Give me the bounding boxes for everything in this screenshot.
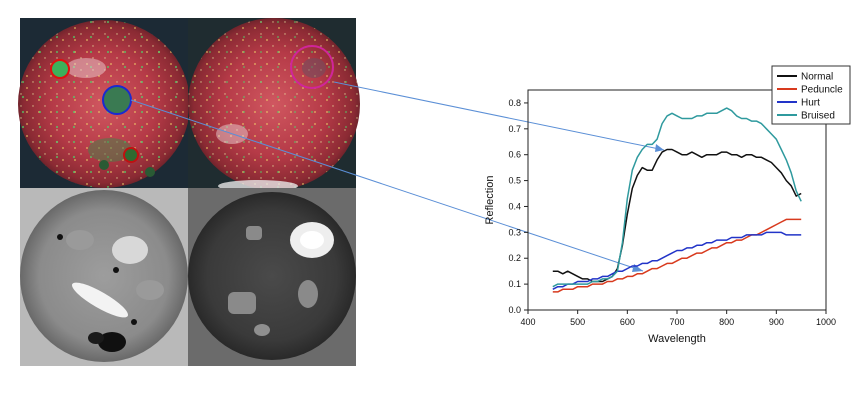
apple-rgb-normal-view (18, 18, 190, 188)
y-tick-label: 0.8 (508, 98, 521, 108)
series-line-normal (552, 148, 802, 283)
y-tick-label: 0.5 (508, 176, 521, 186)
series-line-hurt (552, 231, 802, 290)
apple-gray-normal-view (20, 188, 188, 366)
normal-region-marker (50, 59, 70, 79)
legend-label-bruised: Bruised (801, 111, 835, 122)
x-tick-label: 800 (719, 317, 734, 327)
peduncle-region-marker (123, 147, 139, 163)
y-tick-label: 0.3 (508, 227, 521, 237)
series-line-peduncle (552, 218, 802, 293)
legend-label-hurt: Hurt (801, 98, 820, 109)
y-tick-label: 0.4 (508, 201, 521, 211)
reflectance-chart: 400 500 600 700 800 900 1000 0.00.10.20.30.40.… (484, 65, 851, 345)
y-tick-label: 0.7 (508, 124, 521, 134)
chart-legend: Normal Peduncle Hurt Bruised (771, 65, 851, 125)
x-axis-title: Wavelength (648, 333, 706, 345)
pointer-bruised-to-curve (333, 81, 665, 151)
x-tick-label: 900 (769, 317, 784, 327)
x-tick-label: 600 (620, 317, 635, 327)
pointer-hurt-to-curve (130, 99, 644, 272)
apple-image-grid (18, 18, 360, 366)
pointer-arrowhead (655, 144, 664, 152)
x-tick-label: 400 (520, 317, 535, 327)
y-tick-label: 0.0 (508, 305, 521, 315)
x-axis-ticks: 400 500 600 700 800 900 1000 (520, 310, 836, 327)
x-tick-label: 700 (669, 317, 684, 327)
legend-label-peduncle: Peduncle (801, 85, 843, 96)
series-line-bruised (552, 107, 802, 288)
x-tick-label: 1000 (816, 317, 836, 327)
apple-gray-bruise-view (188, 188, 356, 366)
y-tick-label: 0.1 (508, 279, 521, 289)
bruised-region-marker (290, 45, 334, 89)
y-axis-ticks: 0.0 0.1 0.2 0.3 0.4 0.5 0.6 0.7 0.8 (508, 98, 528, 315)
x-tick-label: 500 (570, 317, 585, 327)
y-tick-label: 0.2 (508, 253, 521, 263)
legend-label-normal: Normal (801, 72, 833, 83)
apple-rgb-bruise-view (188, 18, 360, 192)
y-tick-label: 0.6 (508, 150, 521, 160)
y-axis-title: Reflection (484, 176, 496, 225)
hurt-region-marker (102, 85, 132, 115)
chart-series (552, 107, 802, 293)
